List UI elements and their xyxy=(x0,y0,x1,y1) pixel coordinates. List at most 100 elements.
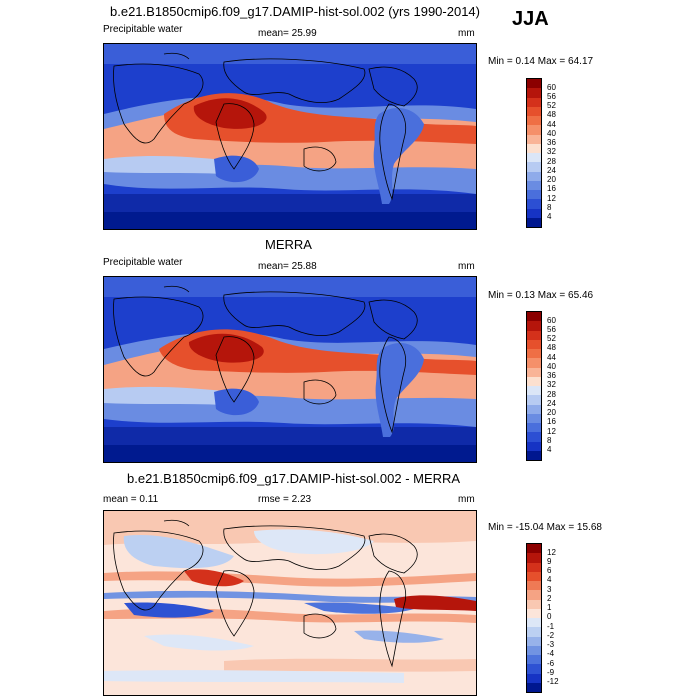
colorbar-swatch xyxy=(527,608,541,618)
colorbar-tick: 4 xyxy=(547,212,552,221)
season-label: JJA xyxy=(512,8,549,30)
colorbar-swatch xyxy=(527,125,541,135)
colorbar-tick: 8 xyxy=(547,436,552,445)
colorbar-tick: -12 xyxy=(547,677,559,686)
colorbar-tick: 24 xyxy=(547,399,556,408)
mean-label: mean= 25.88 xyxy=(258,261,317,272)
colorbar-tick: 32 xyxy=(547,147,556,156)
colorbar-swatch xyxy=(527,349,541,359)
colorbar-swatch xyxy=(527,376,541,386)
colorbar-swatch xyxy=(527,153,541,163)
colorbar-swatch xyxy=(527,217,541,227)
panel-title: MERRA xyxy=(265,237,312,252)
colorbar-swatch xyxy=(527,321,541,331)
panel-title: b.e21.B1850cmip6.f09_g17.DAMIP-hist-sol.… xyxy=(127,471,461,486)
colorbar-tick: 60 xyxy=(547,83,556,92)
minmax-label: Min = 0.13 Max = 65.46 xyxy=(488,290,594,301)
colorbar-tick: 4 xyxy=(547,575,552,584)
colorbar-tick: 60 xyxy=(547,316,556,325)
colorbar-tick: -3 xyxy=(547,640,555,649)
colorbar-tick: 56 xyxy=(547,92,556,101)
colorbar-swatch xyxy=(527,79,541,89)
colorbar-tick: -1 xyxy=(547,622,555,631)
colorbar-obs xyxy=(526,311,542,461)
minmax-label: Min = 0.14 Max = 64.17 xyxy=(488,56,594,67)
colorbar-swatch xyxy=(527,423,541,433)
variable-label: Precipitable water xyxy=(103,24,183,35)
map-obs xyxy=(103,276,477,463)
colorbar-swatch xyxy=(527,655,541,665)
colorbar-tick: 16 xyxy=(547,417,556,426)
colorbar-swatch xyxy=(527,134,541,144)
colorbar-swatch xyxy=(527,395,541,405)
colorbar-swatch xyxy=(527,367,541,377)
colorbar-tick: 36 xyxy=(547,371,556,380)
variable-label: Precipitable water xyxy=(103,257,183,268)
colorbar-tick: 44 xyxy=(547,120,556,129)
colorbar-swatch xyxy=(527,645,541,655)
panel-title: b.e21.B1850cmip6.f09_g17.DAMIP-hist-sol.… xyxy=(110,4,480,19)
colorbar-swatch xyxy=(527,339,541,349)
colorbar-swatch xyxy=(527,199,541,209)
colorbar-tick: 12 xyxy=(547,194,556,203)
colorbar-swatch xyxy=(527,180,541,190)
minmax-label: Min = -15.04 Max = 15.68 xyxy=(488,522,602,533)
units-label: mm xyxy=(458,28,475,39)
colorbar-swatch xyxy=(527,618,541,628)
colorbar-swatch xyxy=(527,432,541,442)
colorbar-tick: 40 xyxy=(547,362,556,371)
colorbar-swatch xyxy=(527,673,541,683)
colorbar-tick: 36 xyxy=(547,138,556,147)
colorbar-tick: 48 xyxy=(547,343,556,352)
colorbar-tick: 20 xyxy=(547,408,556,417)
colorbar-swatch xyxy=(527,190,541,200)
colorbar-swatch xyxy=(527,627,541,637)
colorbar-tick: 56 xyxy=(547,325,556,334)
colorbar-tick: 0 xyxy=(547,612,552,621)
colorbar-tick: 9 xyxy=(547,557,552,566)
colorbar-tick: -4 xyxy=(547,649,555,658)
colorbar-swatch xyxy=(527,413,541,423)
colorbar-swatch xyxy=(527,590,541,600)
colorbar-swatch xyxy=(527,441,541,451)
colorbar-swatch xyxy=(527,404,541,414)
colorbar-swatch xyxy=(527,312,541,322)
colorbar-swatch xyxy=(527,581,541,591)
units-label: mm xyxy=(458,261,475,272)
colorbar-tick: 16 xyxy=(547,184,556,193)
colorbar-tick: 28 xyxy=(547,390,556,399)
colorbar-swatch xyxy=(527,106,541,116)
colorbar-tick: 40 xyxy=(547,129,556,138)
colorbar-swatch xyxy=(527,88,541,98)
colorbar-swatch xyxy=(527,358,541,368)
colorbar-swatch xyxy=(527,116,541,126)
mean-label: mean = 0.11 xyxy=(103,494,159,505)
colorbar-swatch xyxy=(527,682,541,692)
colorbar-swatch xyxy=(527,553,541,563)
colorbar-tick: -2 xyxy=(547,631,555,640)
colorbar-tick: 8 xyxy=(547,203,552,212)
map-diff xyxy=(103,510,477,696)
colorbar-swatch xyxy=(527,562,541,572)
colorbar-swatch xyxy=(527,208,541,218)
colorbar-swatch xyxy=(527,171,541,181)
colorbar-tick: 6 xyxy=(547,566,552,575)
colorbar-tick: -6 xyxy=(547,659,555,668)
colorbar-swatch xyxy=(527,162,541,172)
colorbar-tick: 48 xyxy=(547,110,556,119)
mean-label: mean= 25.99 xyxy=(258,28,317,39)
colorbar-swatch xyxy=(527,544,541,554)
colorbar-swatch xyxy=(527,386,541,396)
colorbar-tick: 52 xyxy=(547,101,556,110)
colorbar-tick: 28 xyxy=(547,157,556,166)
colorbar-swatch xyxy=(527,97,541,107)
colorbar-tick: 3 xyxy=(547,585,552,594)
colorbar-swatch xyxy=(527,599,541,609)
rmse-label: rmse = 2.23 xyxy=(258,494,312,505)
colorbar-model xyxy=(526,78,542,228)
colorbar-tick: 20 xyxy=(547,175,556,184)
colorbar-tick: 12 xyxy=(547,427,556,436)
colorbar-tick: -9 xyxy=(547,668,555,677)
colorbar-tick: 24 xyxy=(547,166,556,175)
colorbar-swatch xyxy=(527,636,541,646)
